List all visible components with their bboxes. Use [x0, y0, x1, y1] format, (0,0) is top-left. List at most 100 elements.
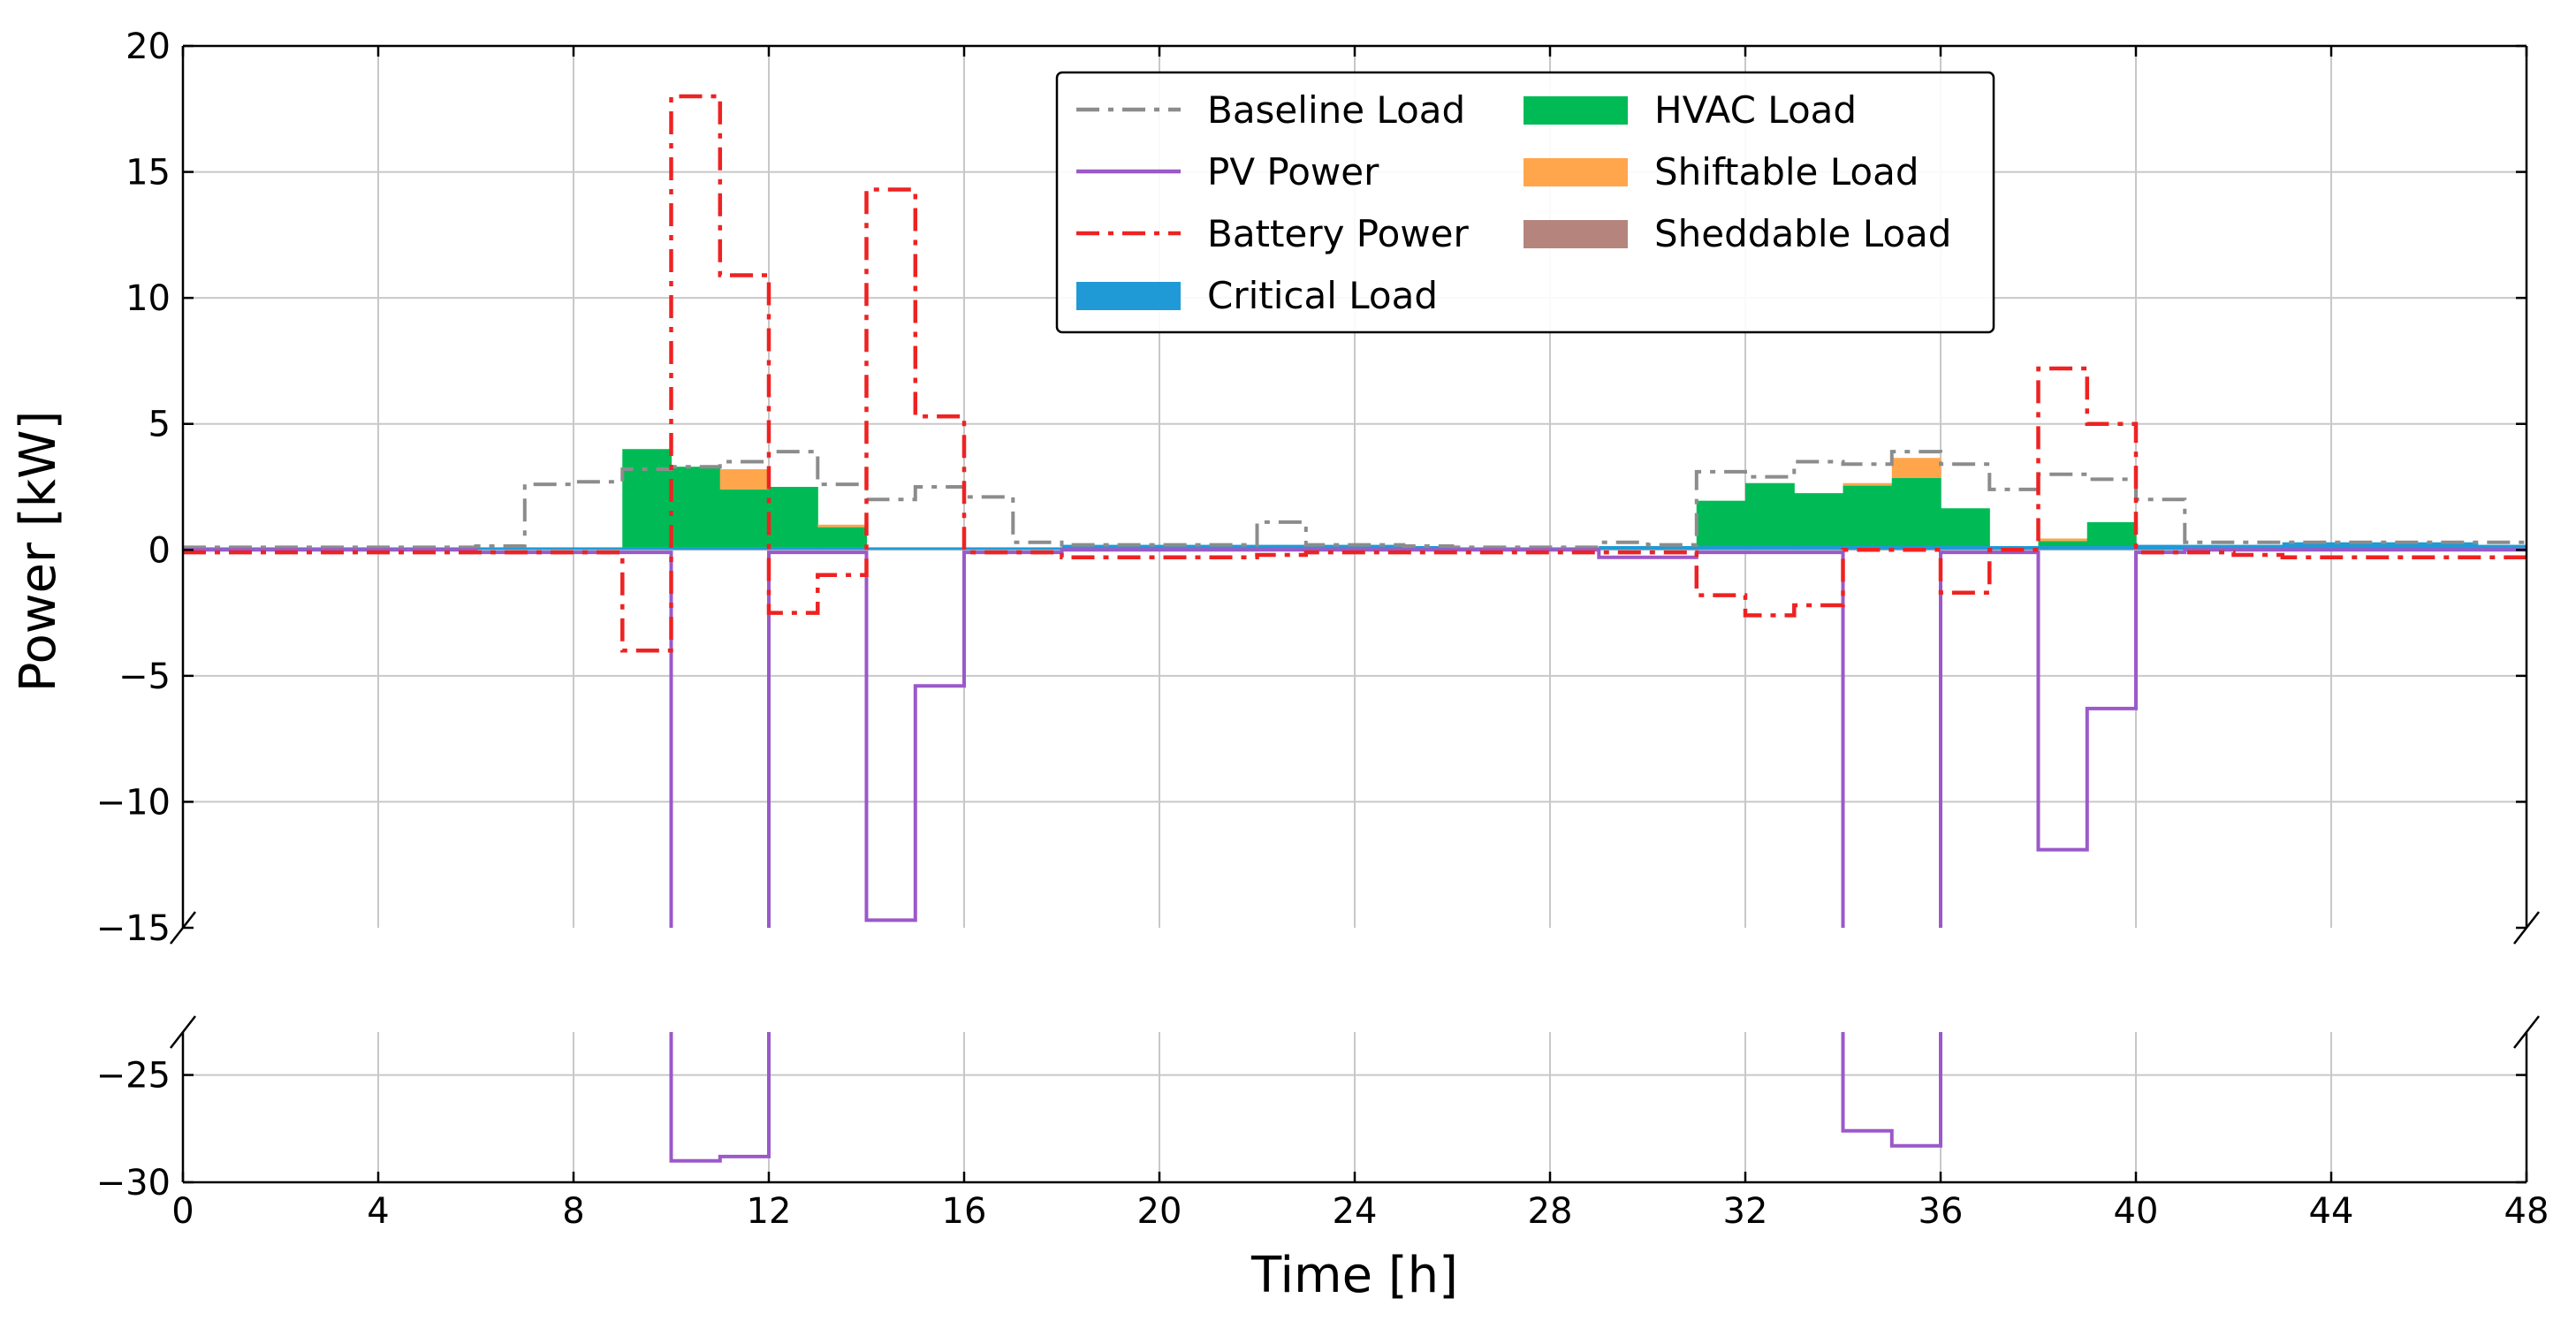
bar-critical-load-17	[1013, 547, 1063, 550]
bar-critical-load-40	[2136, 544, 2185, 550]
legend: Baseline Load PV Power Battery Power Critic…	[1055, 71, 1995, 334]
legend-label-sheddable-load: Sheddable Load	[1654, 212, 1951, 255]
bar-hvac-load-36	[1941, 508, 1990, 547]
bar-hvac-load-38	[2038, 541, 2088, 547]
bar-critical-load-46	[2428, 542, 2479, 550]
bar-critical-load-45	[2380, 542, 2430, 550]
bar-critical-load-36	[1941, 546, 1990, 550]
bar-critical-load-18	[1061, 544, 1112, 550]
bar-critical-load-42	[2233, 544, 2283, 550]
x-axis-label: Time [h]	[1250, 1247, 1458, 1304]
bar-critical-load-32	[1745, 546, 1795, 550]
y-tick-label-lower-0: −25	[96, 1056, 171, 1097]
bar-critical-load-10	[671, 547, 721, 550]
bar-shiftable-load-13	[817, 524, 868, 528]
bar-critical-load-41	[2185, 544, 2235, 550]
bar-critical-load-14	[866, 547, 916, 550]
legend-box	[1055, 71, 1995, 334]
bar-critical-load-19	[1110, 544, 1160, 550]
x-tick-label-6: 24	[1333, 1191, 1378, 1232]
bar-shiftable-load-34	[1843, 482, 1893, 486]
line-battery-power-upper	[183, 94, 2527, 653]
x-tick-label-1: 4	[367, 1191, 389, 1232]
legend-label-critical-load: Critical Load	[1207, 274, 1438, 317]
y-tick-label-upper-4: 0	[148, 530, 171, 571]
x-tick-label-0: 0	[171, 1191, 194, 1232]
bar-hvac-load-13	[817, 527, 868, 548]
series-lines-upper	[183, 94, 2527, 928]
bar-critical-load-12	[769, 547, 818, 550]
bar-shiftable-load-38	[2038, 538, 2088, 542]
bar-critical-load-23	[1305, 544, 1356, 550]
y-axis-label: Power [kW]	[10, 411, 67, 693]
bar-hvac-load-33	[1794, 493, 1844, 547]
axis-ticks: 0 4 8 12 16 20 24 28 32 36 40 44 4820151050−5−10−15−…	[96, 27, 2549, 1232]
y-tick-label-upper-0: 20	[125, 27, 171, 67]
bar-critical-load-29	[1599, 546, 1649, 550]
bar-critical-load-43	[2282, 542, 2332, 550]
legend-label-pv-power: PV Power	[1207, 150, 1379, 194]
bar-critical-load-30	[1647, 546, 1698, 550]
x-tick-label-3: 12	[747, 1191, 792, 1232]
bar-hvac-load-11	[719, 489, 770, 548]
break-mark-lower-left	[170, 1015, 196, 1049]
bar-hvac-load-12	[769, 487, 818, 548]
bar-critical-load-38	[2038, 546, 2088, 550]
y-tick-label-upper-3: 5	[148, 405, 171, 445]
bar-critical-load-15	[915, 547, 965, 550]
x-tick-label-4: 16	[942, 1191, 987, 1232]
bar-hvac-load-35	[1891, 478, 1941, 547]
bar-critical-load-31	[1696, 546, 1746, 550]
bar-critical-load-39	[2086, 546, 2137, 550]
bar-hvac-load-34	[1843, 485, 1893, 547]
y-tick-label-upper-2: 10	[125, 278, 171, 319]
bar-critical-load-6	[475, 547, 526, 550]
legend-label-shiftable-load: Shiftable Load	[1654, 150, 1919, 194]
bar-critical-load-20	[1159, 544, 1209, 550]
legend-label-baseline-load: Baseline Load	[1207, 88, 1465, 132]
x-tick-label-10: 40	[2114, 1191, 2159, 1232]
bar-hvac-load-32	[1745, 482, 1795, 547]
bar-hvac-load-10	[671, 467, 721, 548]
line-pv-power-upper	[183, 548, 2527, 928]
x-tick-label-5: 20	[1137, 1191, 1182, 1232]
x-tick-label-2: 8	[562, 1191, 584, 1232]
bar-critical-load-25	[1403, 546, 1454, 550]
bar-critical-load-33	[1794, 546, 1844, 550]
x-tick-label-11: 44	[2309, 1191, 2354, 1232]
legend-label-battery-power: Battery Power	[1207, 212, 1470, 255]
legend-swatch-sheddable-load	[1524, 220, 1628, 248]
bar-critical-load-21	[1208, 544, 1258, 550]
y-tick-label-upper-5: −5	[118, 657, 171, 697]
x-tick-label-7: 28	[1528, 1191, 1573, 1232]
y-tick-label-upper-7: −15	[96, 908, 171, 949]
x-tick-label-9: 36	[1919, 1191, 1964, 1232]
axis-break-marks	[170, 911, 2540, 1049]
bar-critical-load-13	[817, 547, 868, 550]
bar-critical-load-47	[2477, 544, 2527, 550]
x-tick-label-8: 32	[1723, 1191, 1768, 1232]
bar-critical-load-7	[524, 547, 574, 550]
bar-hvac-load-31	[1696, 500, 1746, 547]
bar-critical-load-24	[1355, 544, 1404, 550]
legend-swatch-critical-load	[1076, 282, 1181, 310]
break-mark-lower-right	[2513, 1015, 2540, 1049]
bar-shiftable-load-11	[719, 469, 770, 490]
bar-critical-load-44	[2331, 542, 2381, 550]
x-tick-label-12: 48	[2504, 1191, 2549, 1232]
legend-swatch-hvac-load	[1524, 96, 1628, 125]
y-tick-label-upper-6: −10	[96, 782, 171, 823]
bar-critical-load-8	[574, 547, 623, 550]
bar-critical-load-16	[964, 547, 1014, 550]
y-tick-label-lower-1: −30	[96, 1163, 171, 1203]
bar-critical-load-9	[622, 547, 672, 550]
bar-shiftable-load-35	[1891, 458, 1941, 479]
legend-swatch-shiftable-load	[1524, 158, 1628, 186]
bar-hvac-load-39	[2086, 521, 2137, 547]
bar-hvac-load-9	[622, 449, 672, 548]
bar-critical-load-22	[1257, 544, 1307, 550]
legend-label-hvac-load: HVAC Load	[1654, 88, 1857, 132]
y-tick-label-upper-1: 15	[125, 153, 171, 194]
bar-critical-load-11	[719, 547, 770, 550]
